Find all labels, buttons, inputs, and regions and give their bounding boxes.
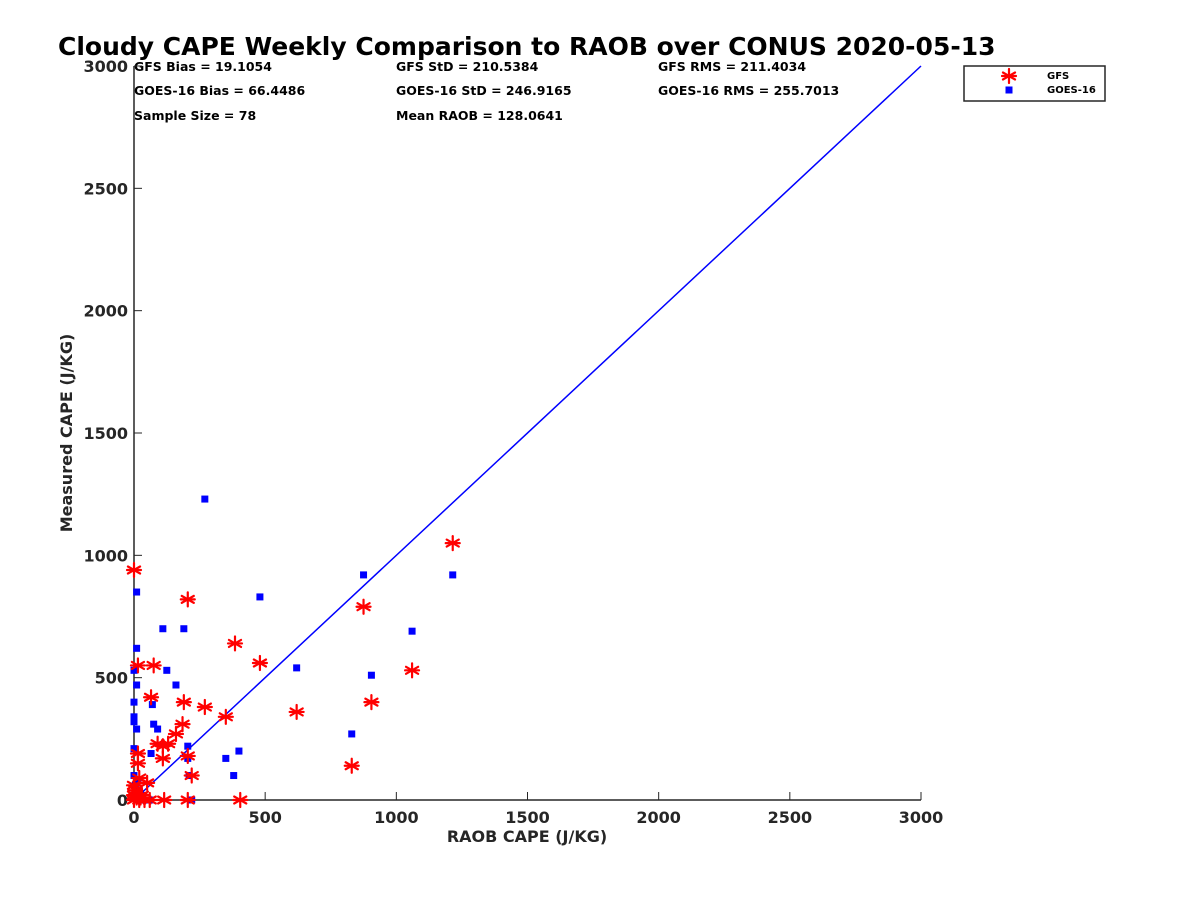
goes16-point (147, 750, 155, 758)
stat-text: GFS Bias = 19.1054 (134, 59, 272, 74)
gfs-point (175, 694, 192, 711)
gfs-point (343, 757, 360, 774)
gfs-point (156, 791, 173, 809)
gfs-point (129, 745, 147, 762)
gfs-point (363, 694, 380, 711)
x-tick-label: 1000 (374, 808, 419, 827)
y-tick-label: 500 (95, 669, 128, 688)
goes16-point (180, 625, 188, 633)
goes16-point (133, 588, 141, 596)
y-tick-label: 1500 (83, 424, 128, 443)
gfs-point (179, 791, 196, 809)
one-to-one-reference-line (133, 65, 922, 801)
goes16-point (293, 664, 301, 672)
goes16-point (408, 627, 416, 635)
stat-text: GFS RMS = 211.4034 (658, 59, 806, 74)
goes16-point (163, 666, 171, 674)
x-tick-label: 2000 (636, 808, 681, 827)
goes16-point (130, 666, 138, 674)
goes16-point (172, 681, 180, 689)
gfs-point (226, 635, 244, 652)
stats-annotations: GFS Bias = 19.1054 GFS StD = 210.5384 GFS … (134, 59, 839, 123)
legend-gfs-label: GFS (1047, 71, 1069, 82)
y-tick-label: 2500 (83, 179, 128, 198)
stat-text: Mean RAOB = 128.0641 (396, 108, 563, 123)
gfs-point (179, 747, 196, 765)
goes16-point (130, 718, 138, 726)
gfs-point (167, 725, 185, 743)
legend-goes16-label: GOES-16 (1047, 85, 1096, 96)
gfs-point (183, 767, 200, 784)
gfs-point (141, 791, 158, 809)
y-tick-labels: 0 500 1000 1500 2000 2500 3000 (83, 57, 142, 810)
x-tick-label: 2500 (768, 808, 813, 827)
chart-title: Cloudy CAPE Weekly Comparison to RAOB ov… (58, 32, 996, 61)
goes16-point (449, 571, 457, 579)
stat-text: GOES-16 Bias = 66.4486 (134, 83, 305, 98)
gfs-point (139, 774, 156, 791)
y-axis-label: Measured CAPE (J/KG) (57, 334, 76, 533)
legend-gfs-marker (1000, 67, 1018, 85)
goes16-point (222, 754, 230, 762)
goes16-point (230, 772, 238, 780)
goes16-point (256, 593, 264, 601)
gfs-point (355, 598, 372, 615)
y-tick-label: 2000 (83, 302, 128, 321)
gfs-point (232, 791, 249, 809)
goes16-point (133, 644, 141, 652)
goes16-point (360, 571, 368, 579)
gfs-point (179, 591, 196, 608)
gfs-point (251, 654, 269, 672)
goes16-point (235, 747, 243, 755)
x-tick-label: 1500 (505, 808, 550, 827)
goes16-point (133, 681, 141, 689)
goes16-point (184, 742, 192, 750)
gfs-point (288, 703, 305, 721)
goes16-point (150, 720, 158, 728)
gfs-point (196, 698, 213, 716)
series-gfs-points (125, 534, 461, 809)
x-axis-label: RAOB CAPE (J/KG) (447, 827, 607, 846)
legend-goes16-marker (1005, 86, 1013, 94)
goes16-point (159, 625, 167, 633)
goes16-point (201, 495, 209, 503)
x-tick-label: 500 (248, 808, 281, 827)
goes16-point (348, 730, 356, 738)
y-tick-label: 0 (117, 791, 128, 810)
goes16-point (134, 776, 142, 784)
stat-text: GFS StD = 210.5384 (396, 59, 539, 74)
gfs-point (145, 657, 162, 674)
stat-text: GOES-16 RMS = 255.7013 (658, 83, 839, 98)
goes16-point (154, 725, 162, 733)
goes16-point (367, 671, 375, 679)
gfs-point (129, 657, 147, 674)
gfs-point (129, 755, 147, 772)
legend-box (963, 65, 1106, 102)
x-tick-label: 0 (128, 808, 139, 827)
goes16-point (133, 725, 141, 733)
goes16-point (130, 745, 138, 753)
legend: GFS GOES-16 (963, 65, 1106, 102)
stat-text: Sample Size = 78 (134, 108, 256, 123)
gfs-point (403, 662, 421, 679)
goes16-point (148, 701, 156, 709)
gfs-point (217, 708, 234, 725)
stat-text: GOES-16 StD = 246.9165 (396, 83, 572, 98)
gfs-point (154, 750, 171, 767)
gfs-point (142, 689, 160, 706)
gfs-point (444, 534, 461, 552)
x-tick-labels: 0 500 1000 1500 2000 2500 3000 (128, 792, 943, 827)
x-tick-label: 3000 (899, 808, 944, 827)
y-tick-label: 3000 (83, 57, 128, 76)
gfs-point (160, 735, 177, 752)
gfs-point (174, 716, 191, 733)
gfs-point (125, 561, 143, 579)
reference-line (133, 65, 922, 801)
y-tick-label: 1000 (83, 546, 128, 565)
goes16-point (130, 698, 138, 706)
goes16-point (130, 713, 138, 721)
